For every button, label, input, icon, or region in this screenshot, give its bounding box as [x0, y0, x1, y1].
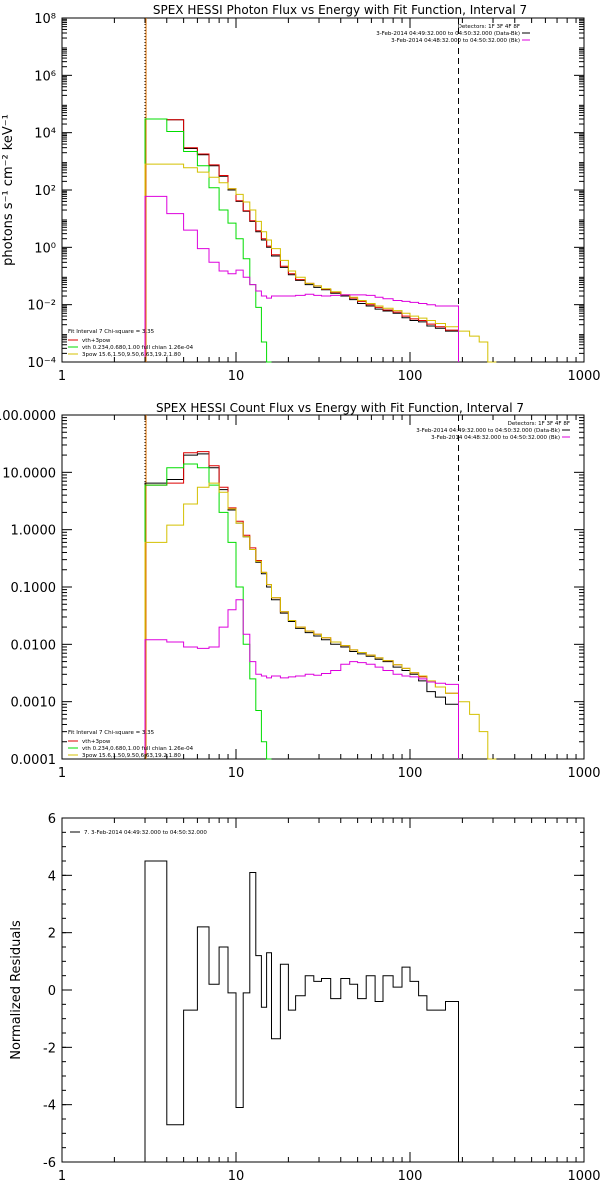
photon-flux-fit-vth: vth 0.234,0.680,1.00 full chian 1.26e-04	[82, 345, 194, 351]
photon-flux-interval-bk: 3-Feb-2014 04:48:32.000 to 04:50:32.000 …	[391, 38, 520, 44]
x-tick-label: 100	[398, 1169, 423, 1184]
series-vth-3pow	[144, 451, 459, 759]
count-flux-fit-vth: vth 0.234,0.680,1.00 full chian 1.26e-04	[82, 746, 194, 752]
series-bk	[144, 195, 459, 362]
photon-flux-fit-model: vth+3pow	[82, 338, 111, 344]
residuals-legend: 7. 3-Feb-2014 04:49:32.000 to 04:50:32.0…	[84, 830, 207, 836]
y-tick-label: 0	[48, 984, 56, 999]
y-tick-label: 10²	[34, 184, 56, 199]
residuals-panel: Normalized Residuals 1 10 100 1000 -6 -4 -2 0 2 4…	[9, 812, 600, 1184]
photon-flux-fit-title: Fit Interval 7 Chi-square = 3.35	[68, 329, 155, 335]
x-tick-label: 10	[228, 766, 245, 781]
y-tick-label: -4	[43, 1099, 56, 1114]
x-tick-label: 1000	[567, 1169, 600, 1184]
y-tick-label: 1.0000	[11, 524, 57, 539]
photon-flux-interval-data: 3-Feb-2014 04:49:32.000 to 04:50:32.000 …	[376, 31, 520, 37]
x-tick-label: 1000	[567, 369, 600, 384]
count-flux-detectors: Detectors: 1F 3F 4F 8F	[508, 421, 570, 427]
x-tick-label: 10	[228, 369, 245, 384]
photon-flux-info: Detectors: 1F 3F 4F 8F 3-Feb-2014 04:49:…	[376, 24, 530, 44]
photon-flux-panel: SPEX HESSI Photon Flux vs Energy with Fi…	[1, 3, 600, 384]
x-tick-label: 1	[58, 766, 66, 781]
photon-flux-curves	[144, 18, 497, 363]
count-flux-title: SPEX HESSI Count Flux vs Energy with Fit…	[156, 401, 524, 415]
series-vth	[144, 463, 272, 760]
x-tick-label: 1	[58, 369, 66, 384]
y-tick-label: 0.0001	[11, 753, 57, 768]
series-7-3-feb-2014-04-49-32-000-to-04-50-32-000	[144, 860, 459, 1162]
series-3pow	[144, 482, 497, 760]
y-tick-label: 10⁶	[34, 69, 56, 84]
x-tick-label: 100	[398, 369, 423, 384]
photon-flux-fit-legend: Fit Interval 7 Chi-square = 3.35 vth+3po…	[68, 329, 194, 358]
photon-flux-title: SPEX HESSI Photon Flux vs Energy with Fi…	[153, 3, 527, 17]
x-tick-label: 100	[398, 766, 423, 781]
count-flux-fit-legend: Fit Interval 7 Chi-square = 3.35 vth+3po…	[68, 730, 194, 759]
count-flux-curves	[144, 415, 497, 760]
count-flux-fit-model: vth+3pow	[82, 739, 111, 745]
y-tick-label: 0.0100	[11, 638, 57, 653]
residuals-ylabel: Normalized Residuals	[9, 920, 24, 1060]
count-flux-ticks: 1 10 100 1000 0.0001 0.0010 0.0100 0.1000 1.0000…	[0, 409, 600, 781]
y-tick-label: 4	[48, 869, 56, 884]
residuals-plot-frame	[61, 817, 585, 1163]
series-3pow	[144, 163, 497, 363]
x-tick-label: 1	[58, 1169, 66, 1184]
photon-flux-detectors: Detectors: 1F 3F 4F 8F	[458, 24, 520, 30]
y-tick-label: 10⁴	[34, 127, 56, 142]
count-flux-panel: SPEX HESSI Count Flux vs Energy with Fit…	[0, 401, 600, 781]
series-vth	[144, 118, 272, 363]
y-tick-label: 10⁻²	[27, 299, 56, 314]
y-tick-label: -6	[43, 1156, 56, 1171]
count-flux-interval-bk: 3-Feb-2014 04:48:32.000 to 04:50:32.000 …	[431, 435, 560, 441]
y-tick-label: 2	[48, 927, 56, 942]
photon-flux-plot-frame	[61, 17, 585, 363]
residuals-ticks: 1 10 100 1000 -6 -4 -2 0 2 4 6	[43, 812, 600, 1184]
series-data-bk	[144, 453, 459, 759]
y-tick-label: 10⁸	[34, 12, 56, 27]
count-flux-info: Detectors: 1F 3F 4F 8F 3-Feb-2014 04:49:…	[416, 421, 570, 441]
count-flux-fit-3pow: 3pow 15.6,1.50,9.50,6.63,19.2,1.80	[82, 753, 181, 759]
count-flux-fit-title: Fit Interval 7 Chi-square = 3.35	[68, 730, 155, 736]
count-flux-interval-data: 3-Feb-2014 04:49:32.000 to 04:50:32.000 …	[416, 428, 560, 434]
series-vth-3pow	[144, 118, 459, 362]
photon-flux-ticks: 1 10 100 1000 10⁻⁴ 10⁻² 10⁰ 10² 10⁴ 10⁶ 10⁸	[27, 12, 600, 384]
y-tick-label: 10⁻⁴	[27, 356, 56, 371]
y-tick-label: -2	[43, 1041, 56, 1056]
y-tick-label: 10⁰	[34, 241, 56, 256]
x-tick-label: 1000	[567, 766, 600, 781]
y-tick-label: 100.0000	[0, 409, 56, 424]
y-tick-label: 6	[48, 812, 56, 827]
count-flux-plot-frame	[61, 414, 585, 760]
series-data-bk	[144, 118, 459, 362]
x-tick-label: 10	[228, 1169, 245, 1184]
photon-flux-fit-3pow: 3pow 15.6,1.50,9.50,6.63,19.2,1.80	[82, 352, 181, 358]
residuals-curves	[144, 860, 459, 1162]
y-tick-label: 0.0010	[11, 696, 57, 711]
y-tick-label: 0.1000	[11, 581, 57, 596]
series-bk	[144, 599, 459, 759]
photon-flux-ylabel: photons s⁻¹ cm⁻² keV⁻¹	[1, 114, 16, 266]
y-tick-label: 10.0000	[2, 466, 56, 481]
